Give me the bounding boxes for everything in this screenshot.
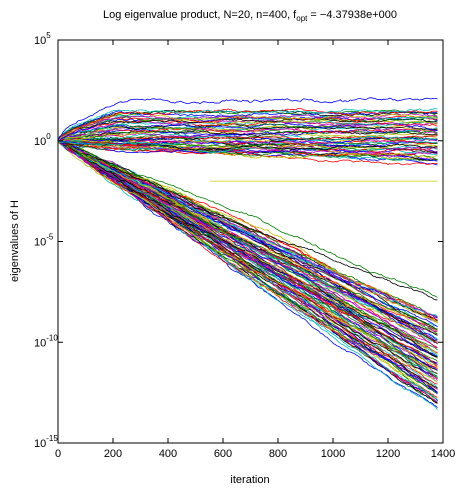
x-tick-label: 400 xyxy=(159,448,177,460)
series-line xyxy=(57,140,438,410)
series-line xyxy=(57,110,438,141)
x-tick-label: 1000 xyxy=(321,448,345,460)
series-line xyxy=(57,140,438,335)
chart-title: Log eigenvalue product, N=20, n=400, fop… xyxy=(103,9,397,23)
series-line xyxy=(57,140,438,401)
series-line xyxy=(57,139,438,298)
series-line xyxy=(57,128,438,142)
series-line xyxy=(57,140,438,318)
series-line xyxy=(57,125,438,141)
series-layer xyxy=(57,97,438,410)
series-line xyxy=(57,140,438,365)
series-line xyxy=(57,140,438,319)
y-tick-label: 10-15 xyxy=(34,434,58,450)
series-line xyxy=(57,97,438,141)
series-line xyxy=(57,115,438,141)
x-tick-label: 200 xyxy=(104,448,122,460)
series-line xyxy=(57,113,438,142)
y-tick-label: 10-10 xyxy=(34,333,58,349)
ticks-layer: 0 200 400 600 800 1000 1200 1400 105 100 10-5 10-10… xyxy=(34,31,455,460)
series-line xyxy=(57,115,438,142)
series-line xyxy=(57,108,438,142)
series-line xyxy=(57,140,438,152)
x-tick-label: 0 xyxy=(55,448,61,460)
series-line xyxy=(57,139,438,331)
chart-title-main: Log eigenvalue product, N=20, n=400, f xyxy=(103,9,297,21)
chart-title-subscript: opt xyxy=(296,14,308,23)
series-line xyxy=(57,140,438,317)
y-tick-label: 105 xyxy=(34,31,51,47)
x-axis-label: iteration xyxy=(230,474,269,486)
series-line xyxy=(57,136,438,154)
chart-title-value: = −4.37938e+000 xyxy=(307,9,397,21)
series-line xyxy=(57,107,438,142)
series-line xyxy=(57,127,438,142)
series-line xyxy=(57,140,438,324)
series-line xyxy=(57,140,438,332)
x-tick-label: 800 xyxy=(269,448,287,460)
x-tick-label: 600 xyxy=(214,448,232,460)
series-line xyxy=(57,140,438,398)
x-tick-label: 1400 xyxy=(431,448,455,460)
y-tick-label: 100 xyxy=(34,132,51,148)
x-tick-label: 1200 xyxy=(376,448,400,460)
series-line xyxy=(57,139,438,372)
series-line xyxy=(57,140,438,301)
y-axis-label: eigenvalues of H xyxy=(9,200,21,282)
series-line xyxy=(57,117,438,142)
series-line xyxy=(57,122,438,141)
series-line xyxy=(57,135,438,142)
series-line xyxy=(57,120,438,141)
series-line xyxy=(57,124,438,142)
series-line xyxy=(57,139,438,394)
y-tick-label: 10-5 xyxy=(34,233,54,249)
